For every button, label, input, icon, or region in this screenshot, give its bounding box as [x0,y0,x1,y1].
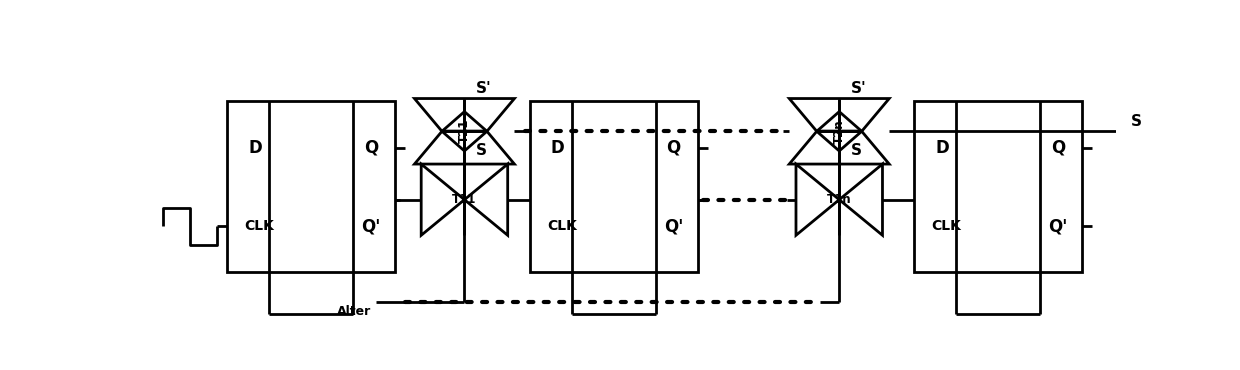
Text: T2n: T2n [833,119,846,144]
Text: T21: T21 [458,119,471,144]
Text: T11: T11 [453,193,476,206]
Text: S': S' [851,81,867,96]
Text: D: D [551,138,564,157]
Text: Q': Q' [665,217,683,235]
Text: Q: Q [666,138,681,157]
Text: CLK: CLK [931,219,961,233]
Text: S': S' [476,81,492,96]
Text: D: D [248,138,262,157]
Text: T1n: T1n [827,193,852,206]
Bar [914,101,1083,272]
Text: S: S [1131,114,1141,129]
Text: CLK: CLK [547,219,577,233]
Text: Q: Q [1050,138,1065,157]
Text: CLK: CLK [244,219,274,233]
Bar [529,101,698,272]
Text: D: D [935,138,949,157]
Text: Q: Q [363,138,378,157]
Bar [227,101,396,272]
Text: S: S [851,143,862,158]
Text: S: S [476,143,487,158]
Text: Alter: Alter [337,305,371,317]
Text: Q': Q' [1049,217,1068,235]
Text: Q': Q' [362,217,381,235]
